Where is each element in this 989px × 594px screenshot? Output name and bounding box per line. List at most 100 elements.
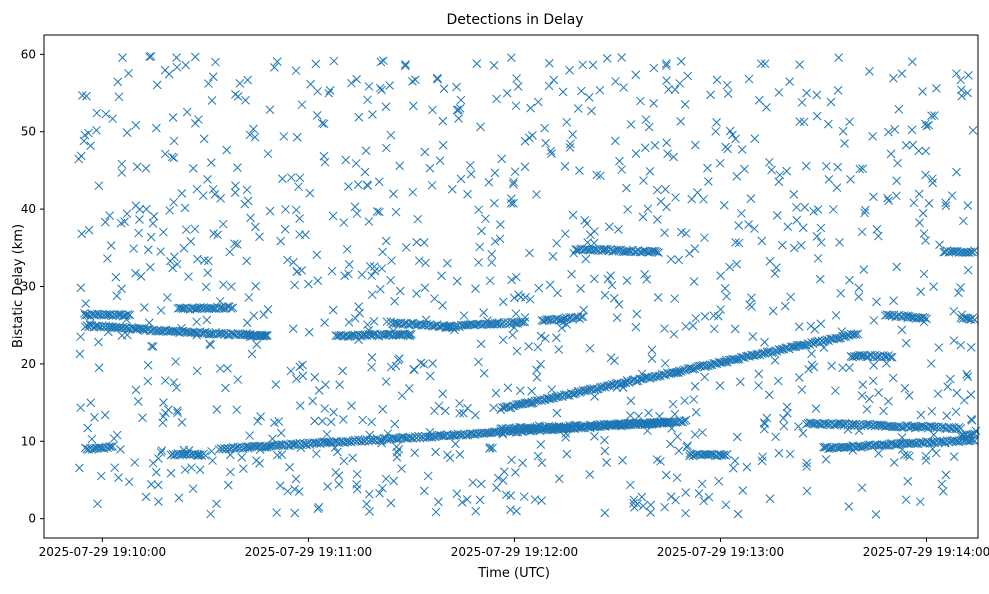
data-point	[722, 80, 732, 90]
data-point	[652, 185, 662, 195]
data-point	[492, 94, 501, 104]
data-point	[347, 401, 356, 411]
data-point	[764, 157, 774, 167]
data-point	[261, 330, 270, 340]
data-point	[921, 236, 930, 245]
data-point	[926, 359, 936, 368]
data-point	[313, 86, 322, 96]
data-point	[377, 264, 387, 273]
data-point	[367, 435, 377, 445]
data-point	[412, 289, 421, 299]
data-point	[191, 119, 200, 128]
data-point	[484, 428, 494, 438]
y-tick-label: 60	[21, 47, 36, 61]
data-point	[896, 422, 906, 432]
data-point	[678, 366, 688, 375]
data-point	[562, 117, 572, 127]
data-point	[560, 229, 570, 239]
data-point	[116, 218, 126, 228]
data-point	[263, 149, 273, 159]
data-point	[466, 169, 476, 179]
data-point	[148, 219, 158, 228]
data-point	[283, 486, 292, 496]
data-point	[291, 205, 301, 215]
data-point	[487, 258, 497, 267]
data-point	[957, 310, 967, 320]
data-point	[754, 95, 764, 105]
data-point	[688, 321, 698, 331]
data-point	[927, 422, 936, 431]
data-point	[829, 420, 839, 430]
data-point	[249, 311, 259, 321]
data-point	[893, 158, 902, 168]
data-point	[554, 474, 564, 484]
data-point	[721, 355, 731, 365]
data-point	[945, 374, 955, 384]
data-point	[489, 403, 498, 413]
data-point	[367, 417, 376, 427]
data-point	[963, 372, 973, 382]
data-point	[378, 56, 388, 66]
data-point	[491, 319, 500, 328]
data-point	[600, 446, 610, 456]
data-point	[425, 371, 435, 381]
data-point	[704, 177, 713, 186]
data-point	[169, 197, 179, 207]
data-point	[552, 238, 562, 248]
data-point	[943, 382, 953, 392]
data-point	[869, 360, 878, 370]
data-point	[364, 326, 374, 335]
data-point	[615, 156, 624, 166]
data-point	[765, 494, 775, 504]
data-point	[335, 380, 344, 390]
data-point	[661, 61, 671, 71]
data-point	[135, 205, 145, 214]
data-point	[721, 500, 731, 510]
data-point	[131, 385, 141, 395]
data-point	[534, 283, 544, 293]
data-point	[970, 315, 979, 325]
data-point	[744, 74, 754, 84]
data-point	[395, 330, 405, 340]
data-point	[435, 156, 445, 165]
data-point	[207, 96, 217, 105]
data-point	[296, 443, 306, 453]
data-point	[575, 166, 584, 175]
data-point	[174, 493, 184, 503]
data-point	[104, 442, 114, 451]
data-point	[398, 329, 408, 339]
data-point	[239, 464, 248, 473]
data-point	[792, 215, 802, 225]
data-point	[681, 415, 691, 425]
data-point	[164, 69, 174, 79]
data-point	[773, 376, 783, 386]
data-point	[913, 422, 923, 432]
data-point	[278, 174, 287, 184]
data-point	[455, 449, 465, 459]
data-point	[154, 497, 163, 506]
data-point	[474, 205, 483, 215]
data-point	[648, 419, 658, 429]
data-point	[667, 424, 677, 433]
data-point	[355, 308, 364, 318]
data-point	[170, 326, 179, 336]
data-point	[192, 366, 202, 376]
data-point	[882, 310, 892, 319]
data-point	[681, 229, 691, 238]
data-point	[509, 323, 519, 332]
data-point	[816, 223, 826, 233]
data-point	[255, 458, 264, 468]
data-point	[632, 309, 642, 319]
data-point	[512, 346, 522, 356]
data-point	[232, 405, 242, 415]
data-point	[344, 182, 353, 191]
data-point	[516, 399, 526, 409]
data-point	[177, 189, 187, 198]
data-point	[618, 383, 628, 392]
data-point	[270, 418, 279, 428]
data-point	[156, 247, 166, 256]
data-point	[364, 82, 374, 91]
data-point	[348, 436, 358, 446]
data-point	[637, 492, 647, 502]
data-point	[94, 310, 104, 319]
